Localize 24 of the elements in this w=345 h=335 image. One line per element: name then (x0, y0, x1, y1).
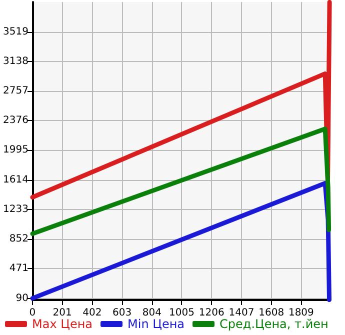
y-tick-label: 3519 (2, 26, 28, 38)
line-series (30, 126, 332, 236)
y-tick-label: 1233 (2, 204, 28, 215)
x-tick-label: 201 (52, 308, 72, 318)
legend-label: Сред.Цена, т.йен (220, 317, 328, 331)
x-tick-label: 603 (112, 308, 132, 318)
legend-label: Max Цена (32, 317, 93, 331)
x-tick-label: 1005 (169, 308, 194, 318)
x-tick-label: 1809 (288, 308, 314, 318)
x-tick-label: 0 (29, 308, 36, 318)
y-tick-label: 471 (9, 263, 28, 274)
y-tick-label: 1995 (2, 144, 28, 156)
x-tick-label: 1206 (198, 308, 224, 318)
x-tick-label: 1608 (258, 308, 284, 318)
y-tick-label: 852 (9, 234, 28, 245)
y-tick-label: 2376 (2, 115, 28, 126)
x-tick-label: 1407 (228, 308, 254, 318)
y-tick-label: 90 (16, 292, 28, 304)
x-tick-label: 804 (142, 308, 162, 318)
y-tick-label: 3138 (2, 56, 28, 67)
y-tick-label: 2757 (2, 85, 28, 96)
x-tick-label: 402 (82, 308, 102, 318)
y-tick-label: 1614 (2, 174, 28, 186)
legend-label: Min Цена (128, 317, 185, 331)
